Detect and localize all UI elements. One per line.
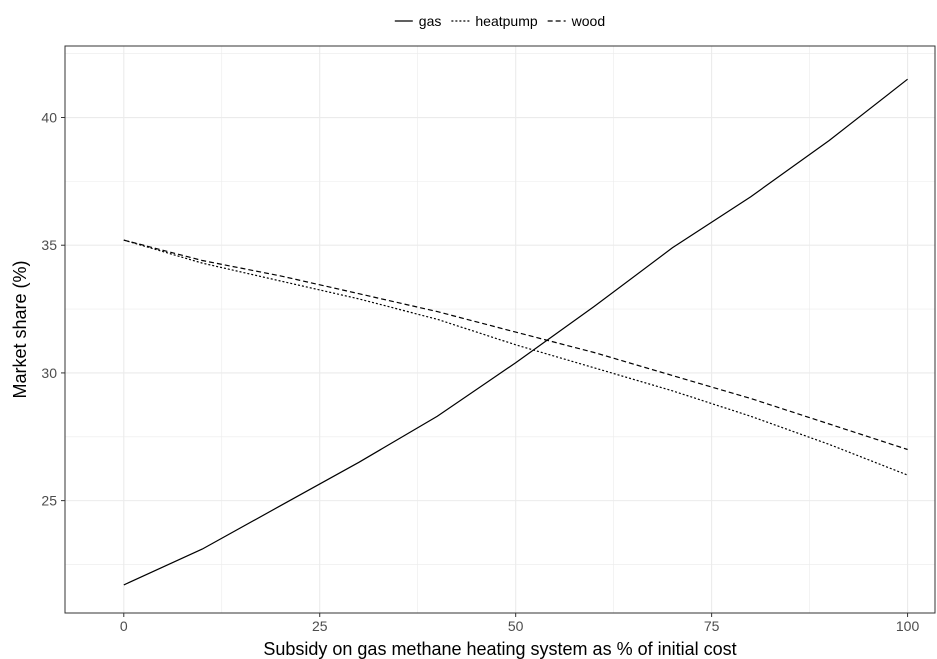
- y-axis-title: Market share (%): [10, 260, 30, 398]
- legend-label-wood: wood: [571, 13, 605, 29]
- y-tick-label: 30: [41, 365, 57, 381]
- series-line-heatpump: [123, 239, 908, 476]
- x-tick-label: 0: [120, 618, 128, 634]
- y-tick-label: 35: [41, 237, 57, 253]
- grid: [65, 46, 935, 613]
- axis-ticks: 0 25 50 75 100 25 30 35 40: [41, 110, 919, 634]
- y-tick-label: 40: [41, 110, 57, 126]
- y-tick-label: 25: [41, 493, 57, 509]
- x-axis-title: Subsidy on gas methane heating system as…: [263, 639, 736, 659]
- legend-label-heatpump: heatpump: [475, 13, 537, 29]
- legend-label-gas: gas: [419, 13, 442, 29]
- legend-item-wood: wood: [547, 13, 605, 29]
- x-tick-label: 25: [312, 618, 328, 634]
- legend-item-heatpump: heatpump: [451, 13, 538, 29]
- x-tick-label: 100: [896, 618, 920, 634]
- x-tick-label: 50: [508, 618, 524, 634]
- legend-item-gas: gas: [394, 13, 442, 29]
- panel-border: [64, 45, 936, 614]
- series-line-wood: [123, 239, 908, 451]
- series-lines: [123, 78, 908, 586]
- x-tick-label: 75: [704, 618, 720, 634]
- legend: gas heatpump wood: [394, 13, 605, 29]
- series-line-gas: [123, 78, 908, 586]
